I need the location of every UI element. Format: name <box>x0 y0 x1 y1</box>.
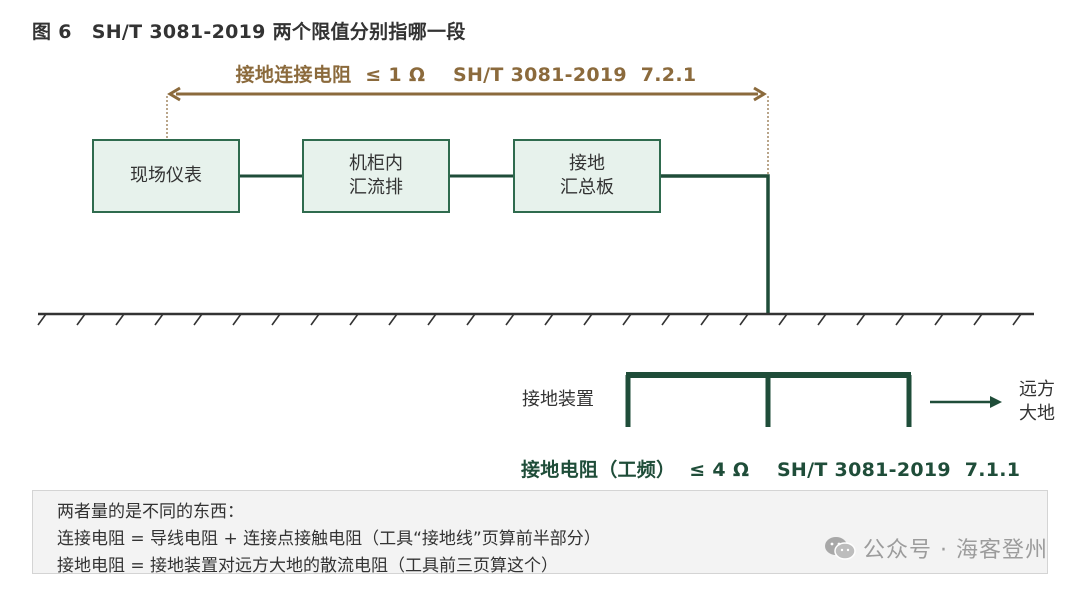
cabinet-busbar-box: 机柜内 汇流排 <box>302 139 450 213</box>
ground-hatch-mark <box>700 313 710 326</box>
connector-3-ground <box>661 174 770 314</box>
span-arrow-right-head <box>753 86 767 102</box>
ground-hatch-mark <box>544 313 554 326</box>
connection-resistance-label: 接地连接电阻 ≤ 1 Ω SH/T 3081-2019 7.2.1 <box>0 60 932 87</box>
ground-hatch-mark <box>895 313 905 326</box>
ground-hatch-mark <box>466 313 476 326</box>
ground-hatch-mark <box>856 313 866 326</box>
figure-title-text: SH/T 3081-2019 两个限值分别指哪一段 <box>91 21 466 43</box>
figure-number: 图 6 <box>32 21 72 43</box>
span-arrow-left-head <box>167 86 181 102</box>
connection-resistance-name: 接地连接电阻 <box>235 64 352 86</box>
far-earth-line1: 远方 <box>1019 379 1055 400</box>
grounding-collector-box: 接地 汇总板 <box>513 139 661 213</box>
wechat-icon <box>825 537 856 560</box>
far-earth-label: 远方 大地 <box>1019 378 1055 426</box>
far-earth-line2: 大地 <box>1019 403 1055 424</box>
grounding-device-label: 接地装置 <box>522 389 594 410</box>
ground-hatch-mark <box>1012 313 1022 326</box>
explanation-note: 两者量的是不同的东西： 连接电阻 = 导线电阻 + 连接点接触电阻（工具“接地线… <box>32 490 1048 576</box>
ground-hatch-mark <box>115 313 125 326</box>
cabinet-busbar-line1: 机柜内 <box>349 153 403 174</box>
grounding-resistance-ref: SH/T 3081-2019 7.1.1 <box>776 459 1021 481</box>
ground-hatch-mark <box>271 313 281 326</box>
note-line-2: 连接电阻 = 导线电阻 + 连接点接触电阻（工具“接地线”页算前半部分） <box>57 529 601 549</box>
ground-hatch-mark <box>661 313 671 326</box>
note-line-3: 接地电阻 = 接地装置对远方大地的散流电阻（工具前三页算这个） <box>57 556 559 576</box>
ground-hatch-mark <box>817 313 827 326</box>
watermark: 公众号 · 海客登州 <box>823 532 1048 564</box>
grounding-collector-line1: 接地 <box>569 153 605 174</box>
ground-hatch-mark <box>973 313 983 326</box>
cabinet-busbar-line2: 汇流排 <box>349 177 403 198</box>
ground-hatch-mark <box>583 313 593 326</box>
ground-hatch-mark <box>388 313 398 326</box>
ground-hatch-mark <box>934 313 944 326</box>
ground-hatch-mark <box>154 313 164 326</box>
ground-hatch-mark <box>37 313 47 326</box>
ground-hatch-mark <box>622 313 632 326</box>
figure-title: 图 6 SH/T 3081-2019 两个限值分别指哪一段 <box>32 17 466 44</box>
grounding-resistance-label: 接地电阻（工频） ≤ 4 Ω SH/T 3081-2019 7.1.1 <box>521 455 1020 482</box>
ground-hatch-mark <box>232 313 242 326</box>
ground-hatching <box>37 313 1022 326</box>
watermark-text: 公众号 · 海客登州 <box>863 538 1048 563</box>
ground-hatch-mark <box>310 313 320 326</box>
ground-hatch-mark <box>739 313 749 326</box>
ground-hatch-mark <box>505 313 515 326</box>
ground-hatch-mark <box>76 313 86 326</box>
ground-hatch-mark <box>349 313 359 326</box>
grounding-resistance-name: 接地电阻（工频） <box>521 459 676 481</box>
ground-hatch-mark <box>778 313 788 326</box>
note-line-1: 两者量的是不同的东西： <box>57 502 244 522</box>
ground-hatch-mark <box>427 313 437 326</box>
far-earth-arrow-head <box>990 396 1002 408</box>
connection-resistance-ref: SH/T 3081-2019 7.2.1 <box>452 64 697 86</box>
connection-resistance-limit: ≤ 1 Ω <box>365 64 426 86</box>
grounding-collector-line2: 汇总板 <box>560 177 614 198</box>
field-instrument-label: 现场仪表 <box>130 165 202 186</box>
grounding-resistance-limit: ≤ 4 Ω <box>689 459 750 481</box>
ground-hatch-mark <box>193 313 203 326</box>
field-instrument-box: 现场仪表 <box>92 139 240 213</box>
